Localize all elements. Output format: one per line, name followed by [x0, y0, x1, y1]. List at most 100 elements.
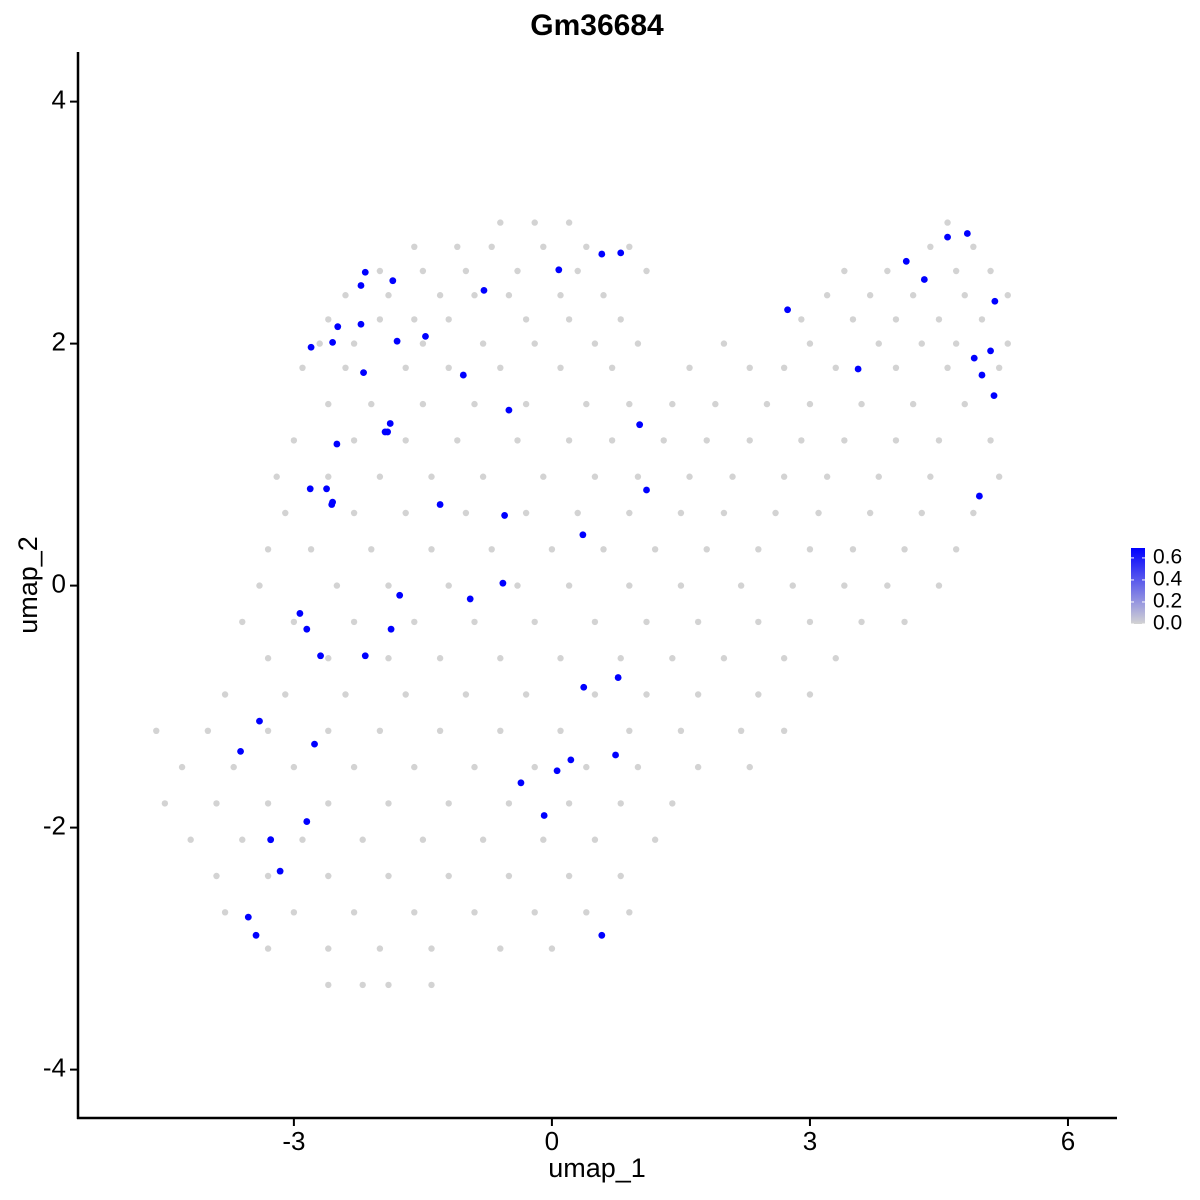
- point: [445, 800, 452, 807]
- point: [299, 364, 306, 372]
- point: [471, 618, 478, 626]
- point: [361, 268, 369, 276]
- point: [703, 546, 710, 553]
- point: [419, 836, 427, 843]
- point: [712, 400, 719, 408]
- point: [471, 909, 478, 916]
- point: [815, 509, 822, 517]
- point: [531, 219, 538, 226]
- y-tick-label: 2: [52, 326, 66, 356]
- point: [422, 332, 429, 340]
- point: [471, 400, 478, 408]
- point: [264, 546, 272, 553]
- point: [944, 364, 951, 372]
- point: [612, 751, 619, 759]
- point: [553, 767, 561, 775]
- point: [290, 763, 298, 771]
- point: [514, 437, 521, 444]
- point: [333, 582, 341, 589]
- point: [306, 485, 314, 493]
- point: [806, 691, 814, 698]
- point: [755, 618, 762, 626]
- point: [368, 546, 375, 553]
- y-tick-label: -4: [43, 1052, 66, 1082]
- point: [909, 400, 917, 408]
- point: [514, 267, 521, 275]
- point: [376, 267, 384, 275]
- point: [505, 406, 513, 414]
- point: [780, 364, 788, 372]
- point: [517, 779, 525, 787]
- point: [296, 610, 304, 617]
- point: [333, 440, 341, 448]
- point: [746, 763, 753, 771]
- point: [901, 618, 908, 626]
- point: [780, 655, 788, 662]
- point: [875, 473, 882, 480]
- point: [273, 473, 280, 480]
- point: [325, 727, 332, 735]
- point: [360, 369, 367, 377]
- point: [316, 340, 323, 347]
- point: [991, 297, 999, 305]
- point: [935, 437, 943, 444]
- point: [617, 800, 624, 807]
- point: [303, 818, 311, 825]
- point: [419, 267, 427, 275]
- point: [849, 316, 857, 323]
- point: [548, 546, 556, 553]
- point: [436, 501, 444, 508]
- point: [497, 945, 504, 952]
- point: [436, 727, 444, 735]
- point: [325, 872, 332, 880]
- point: [387, 625, 395, 633]
- point: [626, 400, 633, 408]
- point: [385, 292, 392, 299]
- point: [411, 909, 418, 916]
- point: [574, 267, 581, 275]
- point: [368, 400, 375, 408]
- point: [987, 267, 994, 275]
- point: [626, 909, 633, 916]
- point: [499, 579, 507, 587]
- point: [677, 582, 685, 589]
- point: [634, 473, 642, 480]
- point: [276, 867, 284, 875]
- point: [514, 582, 521, 589]
- point: [462, 691, 470, 698]
- point: [342, 691, 349, 698]
- point: [737, 727, 745, 735]
- point: [567, 756, 575, 764]
- point: [299, 836, 306, 843]
- point: [471, 763, 478, 771]
- point: [244, 913, 252, 921]
- point: [746, 437, 753, 444]
- y-tick-label: 4: [52, 84, 66, 114]
- point: [944, 219, 951, 226]
- point: [669, 800, 676, 807]
- point: [325, 473, 332, 480]
- point: [389, 277, 397, 285]
- point: [892, 437, 900, 444]
- point: [1004, 340, 1011, 347]
- point: [970, 243, 977, 251]
- point: [789, 582, 796, 589]
- point: [334, 323, 342, 331]
- point: [557, 364, 564, 372]
- point: [488, 243, 495, 251]
- point: [935, 316, 943, 323]
- point: [153, 727, 160, 735]
- point: [264, 872, 272, 880]
- point: [178, 763, 186, 771]
- point: [325, 655, 332, 662]
- point: [798, 437, 805, 444]
- point: [927, 473, 934, 480]
- point: [531, 618, 538, 626]
- point: [325, 316, 332, 323]
- point: [462, 267, 470, 275]
- point: [643, 691, 650, 698]
- point: [806, 618, 814, 626]
- point: [317, 652, 324, 660]
- point: [975, 492, 983, 500]
- point: [264, 945, 272, 952]
